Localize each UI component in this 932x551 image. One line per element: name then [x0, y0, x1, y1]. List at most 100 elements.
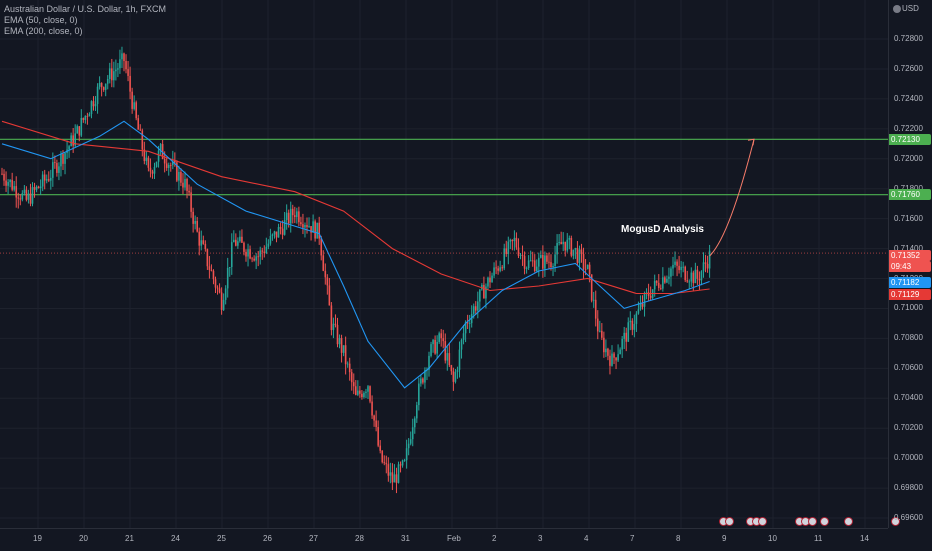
event-flag-icon[interactable] — [844, 517, 853, 526]
event-flag-icon[interactable] — [891, 517, 900, 526]
candle-body — [533, 260, 536, 272]
candle-body — [438, 333, 440, 342]
candle-body — [540, 254, 542, 258]
price-tick-label: 0.71600 — [894, 213, 923, 223]
candle-body — [489, 277, 491, 283]
candle-body — [479, 289, 481, 302]
ema50-legend[interactable]: EMA (50, close, 0) — [4, 15, 78, 25]
candle-body — [196, 220, 198, 232]
candle-body — [424, 370, 426, 383]
candle-body — [513, 237, 516, 242]
candle-body — [619, 349, 621, 355]
candle-body — [444, 341, 447, 361]
candle-body — [491, 275, 493, 283]
candle-body — [261, 250, 264, 252]
candle-body — [621, 338, 623, 350]
event-flag-icon[interactable] — [725, 517, 734, 526]
candle-body — [464, 322, 467, 334]
time-axis[interactable]: 19 20 21 24 25 26 27 28 31 Feb 2 3 4 7 8 9 10 11 14 — [0, 528, 888, 551]
time-tick-label: 8 — [676, 534, 681, 543]
candle-body — [239, 236, 241, 242]
candle-body — [501, 267, 503, 269]
candle-body — [381, 450, 384, 463]
candle-body — [37, 186, 40, 189]
candle-body — [448, 353, 451, 366]
event-flag-icon[interactable] — [820, 517, 829, 526]
price-tick-label: 0.71400 — [894, 243, 923, 253]
candle-body — [680, 266, 682, 271]
chart-area[interactable]: Australian Dollar / U.S. Dollar, 1h, FXC… — [0, 0, 900, 528]
candle-body — [525, 268, 528, 269]
candle-body — [407, 443, 410, 449]
candle-body — [117, 68, 119, 70]
candle-body — [664, 277, 666, 283]
candle-body — [393, 474, 396, 483]
candle-body — [521, 254, 524, 256]
candle-body — [399, 464, 402, 466]
candle-body — [357, 390, 359, 395]
ema200-legend[interactable]: EMA (200, close, 0) — [4, 26, 83, 36]
candle-body — [285, 212, 288, 221]
candle-body — [263, 251, 266, 253]
candle-body — [88, 114, 91, 117]
candle-body — [434, 339, 436, 354]
candle-body — [21, 193, 24, 200]
candle-body — [649, 295, 652, 298]
candle-body — [247, 249, 249, 257]
candle-body — [176, 162, 178, 181]
candle-body — [153, 166, 156, 174]
candle-body — [3, 173, 5, 181]
time-tick-label: 2 — [492, 534, 497, 543]
ema200-line — [1, 120, 710, 295]
candle-body — [216, 287, 219, 289]
candle-body — [607, 348, 609, 356]
candle-body — [17, 197, 20, 199]
candle-body — [629, 320, 632, 323]
price-tick-label: 0.69600 — [894, 513, 923, 522]
time-tick-label: 26 — [263, 534, 272, 543]
event-flag-icon[interactable] — [758, 517, 767, 526]
price-axis[interactable]: USD 0.72800 0.72600 0.72400 0.72200 0.72000 0… — [888, 0, 932, 528]
candle-body — [265, 246, 268, 253]
candle-body — [161, 144, 164, 159]
candle-body — [666, 278, 668, 283]
candle-body — [702, 262, 705, 272]
candle-body — [576, 248, 579, 263]
candle-body — [5, 180, 7, 186]
price-tick-label: 0.72200 — [894, 123, 923, 133]
candle-body — [74, 133, 76, 146]
event-flag-icon[interactable] — [808, 517, 817, 526]
candle-body — [273, 231, 276, 235]
candle-body — [294, 215, 296, 218]
candle-body — [698, 278, 701, 281]
candle-body — [657, 282, 660, 288]
candle-body — [275, 231, 278, 238]
currency-label[interactable]: USD — [893, 4, 919, 13]
candle-body — [43, 174, 46, 181]
candle-body — [291, 208, 294, 216]
candle-body — [139, 129, 142, 131]
forecast-arrowhead — [747, 138, 755, 146]
candle-body — [527, 260, 530, 269]
candle-body — [509, 239, 512, 242]
time-tick-label: 10 — [768, 534, 777, 543]
candle-body — [340, 338, 343, 353]
candle-body — [210, 270, 213, 271]
candle-body — [708, 250, 711, 269]
candle-body — [184, 178, 186, 188]
candle-body — [141, 130, 144, 150]
price-chart[interactable] — [0, 0, 888, 528]
candle-body — [416, 405, 418, 419]
price-tick-label: 0.71800 — [894, 184, 923, 193]
candle-body — [111, 68, 113, 81]
candle-body — [690, 272, 693, 282]
price-tick-label: 0.70000 — [894, 453, 923, 463]
candle-body — [493, 267, 495, 276]
candle-body — [45, 179, 48, 181]
candle-body — [41, 174, 44, 187]
candle-body — [206, 249, 209, 267]
candle-body — [348, 363, 351, 373]
candle-body — [149, 167, 152, 172]
candle-body — [228, 267, 231, 268]
candle-body — [682, 266, 684, 268]
